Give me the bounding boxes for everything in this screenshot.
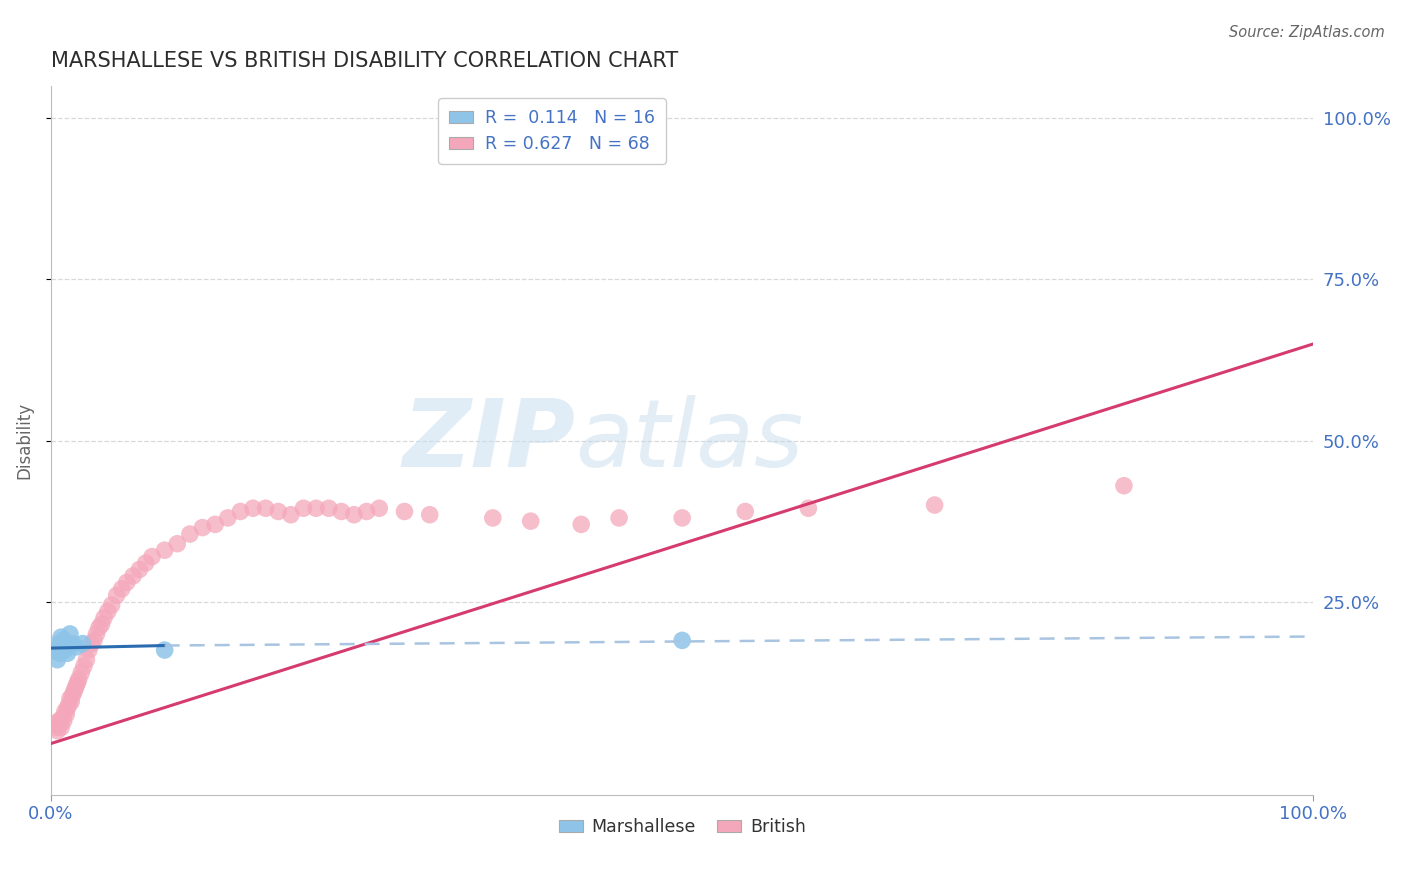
- Legend: Marshallese, British: Marshallese, British: [551, 811, 813, 843]
- Point: [67, 672, 90, 686]
- Point: [49, 720, 72, 734]
- Point: [83, 633, 105, 648]
- Point: [62, 688, 84, 702]
- Point: [66, 675, 89, 690]
- Point: [48, 714, 70, 728]
- Point: [111, 582, 134, 596]
- Point: [128, 562, 150, 576]
- Point: [75, 653, 97, 667]
- Point: [671, 511, 693, 525]
- Point: [1112, 479, 1135, 493]
- Point: [52, 633, 75, 648]
- Point: [105, 588, 128, 602]
- Point: [56, 646, 79, 660]
- Text: MARSHALLESE VS BRITISH DISABILITY CORRELATION CHART: MARSHALLESE VS BRITISH DISABILITY CORREL…: [51, 51, 678, 70]
- Point: [62, 685, 84, 699]
- Point: [70, 665, 93, 680]
- Point: [569, 517, 592, 532]
- Point: [797, 501, 820, 516]
- Point: [115, 575, 138, 590]
- Point: [52, 714, 75, 728]
- Point: [44, 717, 66, 731]
- Point: [46, 653, 69, 667]
- Point: [318, 501, 340, 516]
- Point: [72, 637, 94, 651]
- Point: [179, 527, 201, 541]
- Point: [254, 501, 277, 516]
- Point: [60, 695, 83, 709]
- Point: [135, 556, 157, 570]
- Point: [394, 504, 416, 518]
- Point: [924, 498, 946, 512]
- Point: [63, 681, 86, 696]
- Y-axis label: Disability: Disability: [15, 402, 32, 479]
- Point: [77, 643, 100, 657]
- Point: [73, 659, 96, 673]
- Point: [153, 643, 176, 657]
- Point: [100, 598, 122, 612]
- Point: [49, 717, 72, 731]
- Point: [229, 504, 252, 518]
- Point: [58, 698, 80, 712]
- Point: [734, 504, 756, 518]
- Point: [93, 611, 115, 625]
- Point: [671, 633, 693, 648]
- Point: [330, 504, 353, 518]
- Point: [242, 501, 264, 516]
- Point: [368, 501, 391, 516]
- Point: [53, 704, 76, 718]
- Point: [49, 630, 72, 644]
- Point: [204, 517, 226, 532]
- Point: [44, 643, 66, 657]
- Point: [356, 504, 378, 518]
- Point: [65, 678, 87, 692]
- Point: [59, 691, 82, 706]
- Point: [53, 643, 76, 657]
- Point: [48, 637, 70, 651]
- Point: [153, 543, 176, 558]
- Text: atlas: atlas: [575, 395, 803, 486]
- Point: [280, 508, 302, 522]
- Point: [305, 501, 328, 516]
- Text: ZIP: ZIP: [402, 394, 575, 487]
- Point: [51, 640, 73, 654]
- Point: [607, 511, 630, 525]
- Point: [122, 569, 145, 583]
- Point: [49, 646, 72, 660]
- Point: [59, 627, 82, 641]
- Point: [482, 511, 505, 525]
- Point: [86, 627, 108, 641]
- Point: [191, 520, 214, 534]
- Point: [45, 720, 67, 734]
- Point: [55, 637, 77, 651]
- Point: [55, 707, 77, 722]
- Point: [80, 637, 103, 651]
- Point: [292, 501, 315, 516]
- Point: [217, 511, 239, 525]
- Point: [166, 537, 188, 551]
- Point: [90, 617, 112, 632]
- Point: [62, 637, 84, 651]
- Text: Source: ZipAtlas.com: Source: ZipAtlas.com: [1229, 25, 1385, 40]
- Point: [419, 508, 441, 522]
- Point: [267, 504, 290, 518]
- Point: [141, 549, 163, 564]
- Point: [56, 701, 79, 715]
- Point: [97, 604, 120, 618]
- Point: [51, 711, 73, 725]
- Point: [519, 514, 541, 528]
- Point: [65, 640, 87, 654]
- Point: [87, 620, 110, 634]
- Point: [46, 723, 69, 738]
- Point: [343, 508, 366, 522]
